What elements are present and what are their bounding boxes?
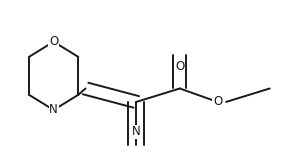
Text: N: N: [132, 125, 141, 138]
Text: N: N: [49, 103, 58, 116]
Text: O: O: [175, 60, 184, 73]
Text: O: O: [49, 35, 58, 48]
Text: O: O: [213, 95, 222, 108]
